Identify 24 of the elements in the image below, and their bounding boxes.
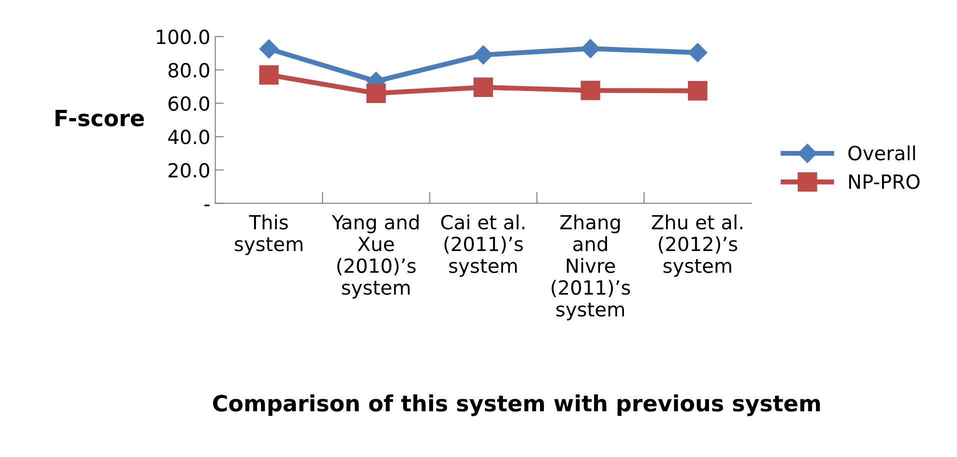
y-tick-label: 60.0 [168,96,210,111]
x-tick-label: Zhu et al. (2012)’s system [652,214,742,277]
y-tick-label: 100.0 [156,30,210,44]
y-tick-label: - [204,204,210,206]
point [580,39,600,58]
y-axis-title: F-score [56,110,144,126]
y-tick-label: 80.0 [168,62,210,78]
x-tick-label: Cai et al. (2011)’s system [441,214,524,277]
point [366,84,386,103]
legend-label: NP-PRO [849,174,920,189]
point [688,43,708,62]
x-axis-title: Comparison of this system with previous system [213,394,820,416]
x-tick-label: Zhang and Nivre (2011)’s system [552,214,630,320]
x-tick-label: Yang and Xue (2010)’s system [332,214,419,299]
point [580,80,600,100]
point [474,45,493,64]
point [259,39,278,58]
y-tick-label: 40.0 [168,130,210,144]
point [259,65,279,85]
legend-label: Overall [848,145,915,160]
y-tick-label: 20.0 [168,162,210,178]
point [474,78,494,97]
x-tick-label: This system [234,214,302,256]
point [688,81,708,100]
